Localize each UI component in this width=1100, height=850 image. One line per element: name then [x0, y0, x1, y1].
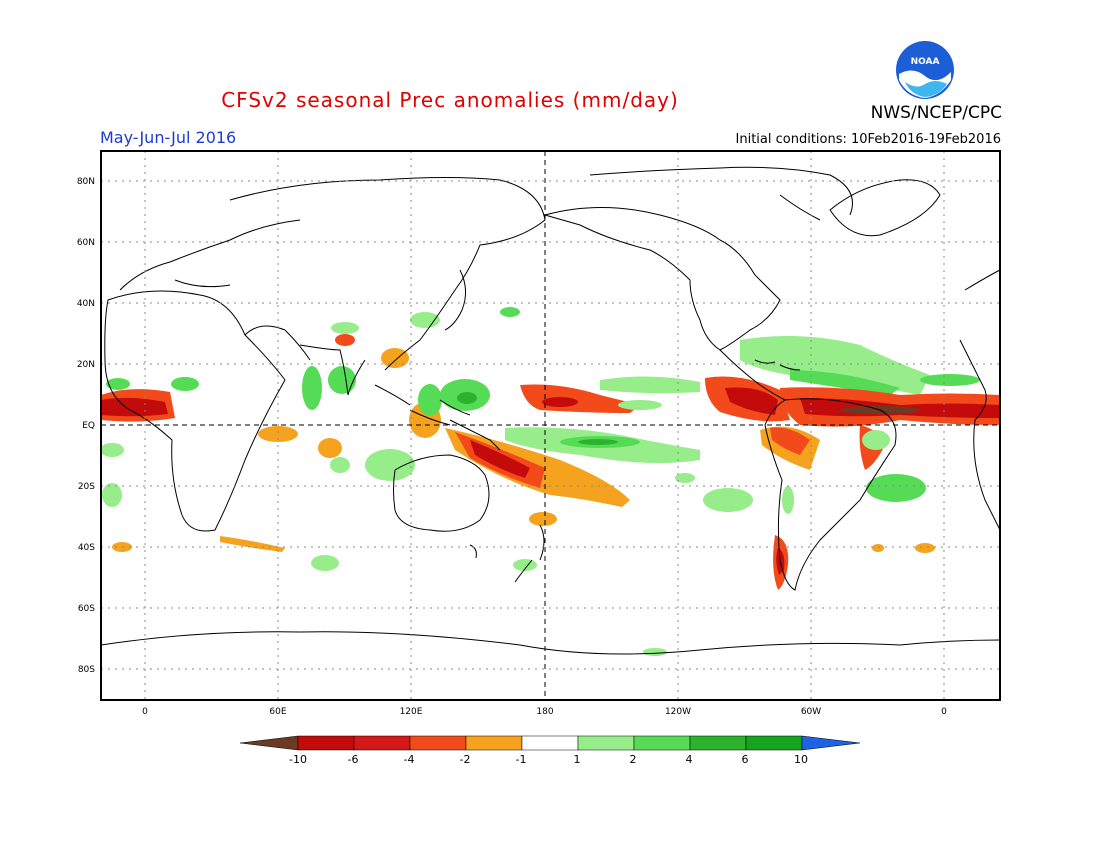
gridlines — [101, 151, 1000, 700]
lat-label: 60S — [78, 604, 95, 614]
colorbar-swatch — [745, 735, 803, 751]
longitude-labels: 0 60E 120E 180 120W 60W 0 — [142, 707, 947, 717]
colorbar-tick-label: -10 — [289, 753, 307, 766]
colorbar-tick-label: -4 — [404, 753, 415, 766]
lat-label: 60N — [77, 238, 95, 248]
anomaly-shading — [100, 307, 1000, 656]
initial-conditions-label: Initial conditions: 10Feb2016-19Feb2016 — [735, 132, 1001, 147]
lat-label: 80N — [77, 177, 95, 187]
map-frame — [100, 150, 1001, 701]
lat-label: 20N — [77, 360, 95, 370]
agency-label: NWS/NCEP/CPC — [870, 103, 1002, 123]
lat-label: EQ — [82, 421, 95, 431]
equator-dateline — [101, 151, 1000, 700]
colorbar-swatch — [465, 735, 523, 751]
season-label: May-Jun-Jul 2016 — [100, 128, 237, 147]
colorbar-arrow-left — [239, 735, 299, 751]
colorbar-tick-label: 10 — [794, 753, 808, 766]
colorbar-swatch — [577, 735, 635, 751]
colorbar-tick-label: -1 — [516, 753, 527, 766]
colorbar-tick-label: 6 — [742, 753, 749, 766]
colorbar-swatch — [633, 735, 691, 751]
colorbar-labels: -10 -6 -4 -2 -1 1 2 4 6 10 — [289, 753, 808, 766]
colorbar-tick-label: 1 — [574, 753, 581, 766]
colorbar-swatch — [409, 735, 467, 751]
lon-label: 120E — [400, 707, 423, 717]
lat-label: 40S — [78, 543, 95, 553]
colorbar-tick-label: 2 — [630, 753, 637, 766]
colorbar-tick-label: -2 — [460, 753, 471, 766]
colorbar-swatch — [353, 735, 411, 751]
noaa-logo: NOAA — [896, 41, 954, 99]
map-title: CFSv2 seasonal Prec anomalies (mm/day) — [221, 88, 679, 112]
colorbar-legend — [239, 735, 861, 751]
lat-label: 20S — [78, 482, 95, 492]
latitude-labels: 80N 60N 40N 20N EQ 20S 40S 60S 80S — [77, 177, 95, 675]
logo-text: NOAA — [911, 57, 940, 67]
lat-label: 80S — [78, 665, 95, 675]
colorbar-tick-label: -6 — [348, 753, 359, 766]
colorbar-swatch — [297, 735, 355, 751]
lat-label: 40N — [77, 299, 95, 309]
lon-label: 60W — [801, 707, 821, 717]
lon-label: 0 — [941, 707, 947, 717]
lon-label: 0 — [142, 707, 148, 717]
lon-label: 120W — [665, 707, 691, 717]
colorbar-swatch — [689, 735, 747, 751]
colorbar-arrow-right — [801, 735, 861, 751]
coastlines — [100, 166, 1001, 655]
colorbar-tick-label: 4 — [686, 753, 693, 766]
lon-label: 180 — [536, 707, 553, 717]
colorbar-swatch — [521, 735, 579, 751]
lon-label: 60E — [269, 707, 286, 717]
